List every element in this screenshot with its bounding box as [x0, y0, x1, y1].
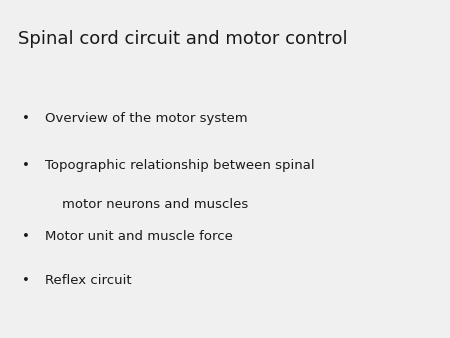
Text: Overview of the motor system: Overview of the motor system — [45, 112, 248, 124]
Text: •: • — [22, 159, 31, 172]
Text: motor neurons and muscles: motor neurons and muscles — [45, 198, 248, 211]
Text: •: • — [22, 274, 31, 287]
Text: Reflex circuit: Reflex circuit — [45, 274, 131, 287]
Text: Topographic relationship between spinal: Topographic relationship between spinal — [45, 159, 315, 172]
Text: •: • — [22, 230, 31, 243]
Text: Spinal cord circuit and motor control: Spinal cord circuit and motor control — [18, 30, 347, 48]
Text: •: • — [22, 112, 31, 124]
Text: Motor unit and muscle force: Motor unit and muscle force — [45, 230, 233, 243]
